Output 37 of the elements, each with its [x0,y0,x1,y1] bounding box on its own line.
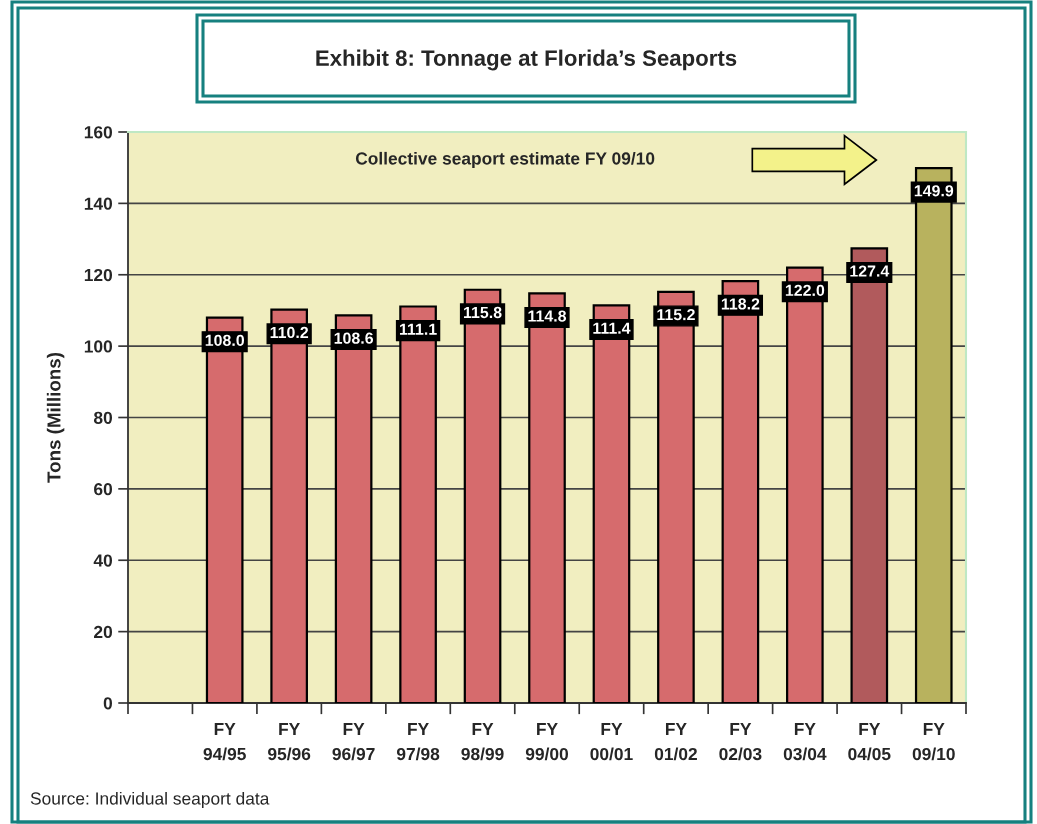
y-tick-label: 160 [84,126,113,139]
x-tick-label: FY 97/98 [396,723,440,761]
y-axis-title: Tons (Millions) [46,352,65,483]
annotation: Collective seaport estimate FY 09/10 [355,151,655,169]
x-tick-label: FY 95/96 [268,723,311,761]
data-label: 110.2 [270,326,309,339]
x-tick-label: FY 02/03 [719,723,762,761]
data-label: 111.4 [593,322,631,334]
data-label: 149.9 [914,185,954,197]
x-tick-label: FY 96/97 [332,723,375,761]
y-tick-label: 100 [84,340,113,353]
x-tick-label: FY 01/02 [654,723,697,761]
data-label: 115.2 [657,308,695,321]
x-tick-label: FY 04/05 [848,723,891,761]
data-label: 108.6 [334,332,374,344]
y-tick-label: 0 [103,697,113,710]
x-tick-label: FY 99/00 [525,723,569,761]
x-tick-label: FY 03/04 [783,723,827,761]
data-label: 122.0 [785,284,825,297]
y-tick-label: 60 [94,483,113,496]
data-label: 127.4 [850,265,890,277]
source-note: Source: Individual seaport data [30,791,270,809]
data-label: 108.0 [205,334,245,346]
y-tick-label: 20 [94,625,113,639]
x-tick-label: FY 00/01 [590,723,633,761]
data-label: 118.2 [721,298,760,310]
x-tick-label: FY 98/99 [461,723,504,761]
chart-title: Exhibit 8: Tonnage at Florida’s Seaports [316,49,737,71]
x-tick-label: FY 09/10 [912,723,955,761]
data-label: 115.8 [464,306,502,319]
x-tick-label: FY 94/95 [203,723,246,761]
y-tick-label: 140 [84,197,113,210]
data-label: 111.1 [399,323,437,335]
y-tick-label: 80 [93,411,113,424]
data-label: 114.8 [528,310,567,322]
y-tick-label: 40 [93,554,113,567]
y-tick-label: 120 [84,268,113,282]
